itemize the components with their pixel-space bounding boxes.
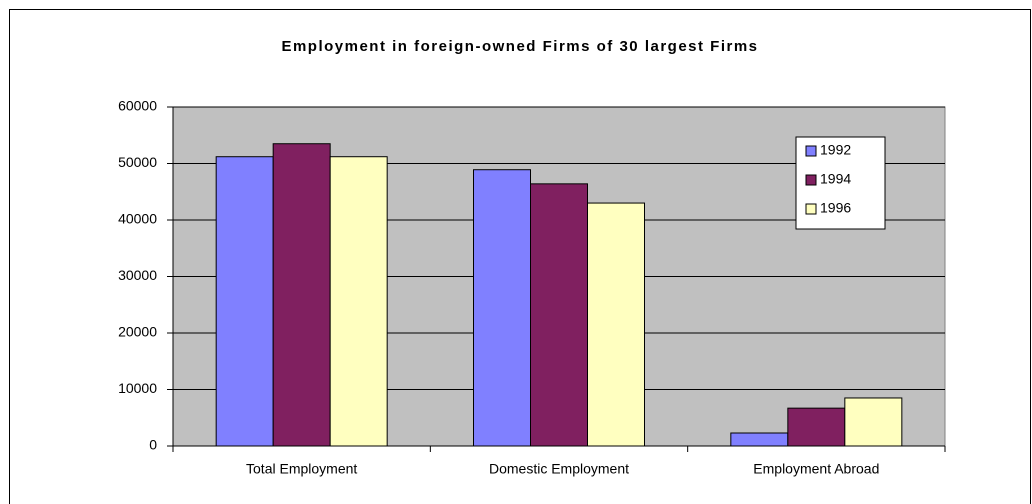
x-tick-label: Total Employment: [246, 461, 357, 477]
legend-swatch: [805, 145, 817, 157]
bar: [272, 143, 331, 447]
bar: [587, 202, 645, 447]
bar: [730, 432, 789, 447]
bar: [530, 183, 588, 447]
bar: [215, 156, 274, 447]
y-tick-label: 60000: [118, 98, 157, 114]
bar: [329, 156, 388, 447]
legend-label: 1996: [820, 200, 851, 216]
legend-label: 1994: [820, 171, 851, 187]
x-tick-label: Employment Abroad: [753, 461, 879, 477]
legend-swatch: [805, 174, 817, 186]
legend-swatch: [805, 203, 817, 215]
y-tick-label: 40000: [118, 211, 157, 227]
x-tick-label: Domestic Employment: [489, 461, 629, 477]
y-tick-label: 0: [149, 437, 157, 453]
y-tick-label: 30000: [118, 267, 157, 283]
y-tick-label: 10000: [118, 380, 157, 396]
legend-label: 1992: [820, 142, 851, 158]
bar: [473, 169, 531, 447]
y-tick-label: 20000: [118, 324, 157, 340]
bar: [844, 397, 903, 447]
y-tick-label: 50000: [118, 154, 157, 170]
chart-title: Employment in foreign-owned Firms of 30 …: [281, 38, 758, 55]
bar: [787, 407, 846, 447]
